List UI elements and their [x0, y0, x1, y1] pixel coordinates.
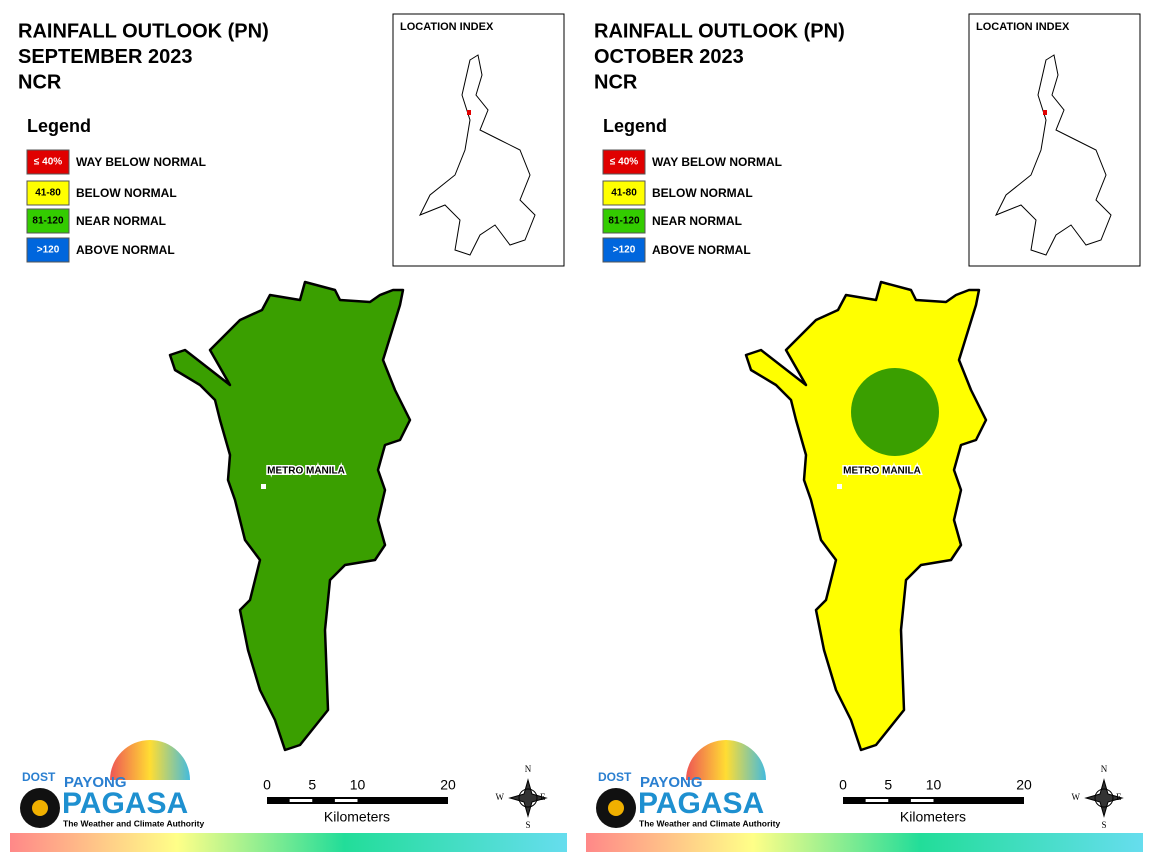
logo-brand: PAGASA: [638, 787, 764, 820]
logo-seal-inner: [608, 800, 624, 816]
location-index-title: LOCATION INDEX: [976, 21, 1070, 33]
legend-swatch: [26, 208, 70, 234]
legend-text: ABOVE NORMAL: [76, 243, 175, 257]
panel: RAINFALL OUTLOOK (PN) SEPTEMBER 2023 NCR Le…: [10, 13, 567, 852]
logo-brand-top: PAYONG: [64, 774, 127, 791]
logo-agency: DOST: [598, 770, 632, 784]
map-label: METRO MANILA: [267, 466, 345, 477]
logo-agency: DOST: [22, 770, 56, 784]
legend-swatch: [26, 149, 70, 175]
compass-letter: E: [540, 792, 546, 802]
logo-tagline: The Weather and Climate Authority: [63, 818, 204, 828]
legend-text: BELOW NORMAL: [76, 186, 177, 200]
scale-bar-gap: [289, 799, 313, 802]
scale-tick-label: 20: [1016, 777, 1032, 793]
scale-tick-label: 20: [440, 777, 456, 793]
scale-unit: Kilometers: [324, 809, 390, 825]
scale-unit: Kilometers: [900, 809, 966, 825]
ncr-region: [168, 280, 412, 752]
compass-letter: S: [1101, 820, 1106, 830]
legend-swatch-label: ≤ 40%: [610, 157, 638, 168]
legend-swatch-label: >120: [37, 245, 60, 256]
legend-swatch: [602, 237, 646, 263]
logo-umbrella: [686, 740, 766, 780]
title-line: RAINFALL OUTLOOK (PN): [18, 20, 269, 42]
legend-swatch-label: 41-80: [35, 188, 61, 199]
legend-swatch-label: >120: [613, 245, 636, 256]
legend-text: WAY BELOW NORMAL: [652, 155, 782, 169]
scale-tick-label: 10: [350, 777, 366, 793]
legend-text: NEAR NORMAL: [76, 214, 166, 228]
scale-tick-label: 5: [308, 777, 316, 793]
title-line: NCR: [18, 71, 62, 93]
scale-tick-label: 0: [263, 777, 271, 793]
legend-text: WAY BELOW NORMAL: [76, 155, 206, 169]
ncr-marker: [467, 110, 471, 115]
legend-swatch-label: 81-120: [608, 216, 640, 227]
compass-ring: [518, 788, 538, 808]
scale-bar-gap: [334, 799, 358, 802]
philippines-outline: [994, 54, 1112, 256]
scale-tick-label: 10: [926, 777, 942, 793]
legend-swatch: [602, 180, 646, 206]
legend-swatch: [26, 180, 70, 206]
legend-title: Legend: [27, 116, 91, 136]
title-line: RAINFALL OUTLOOK (PN): [594, 20, 845, 42]
color-band: [10, 833, 567, 852]
title-line: NCR: [594, 71, 638, 93]
logo-umbrella: [110, 740, 190, 780]
legend-title: Legend: [603, 116, 667, 136]
legend-text: BELOW NORMAL: [652, 186, 753, 200]
legend-text: ABOVE NORMAL: [652, 243, 751, 257]
logo-tagline: The Weather and Climate Authority: [639, 818, 780, 828]
scale-tick-label: 0: [839, 777, 847, 793]
legend-text: NEAR NORMAL: [652, 214, 742, 228]
philippines-outline: [418, 54, 536, 256]
legend-swatch: [26, 237, 70, 263]
color-band: [586, 833, 1143, 852]
location-index-title: LOCATION INDEX: [400, 21, 494, 33]
legend-swatch-label: 81-120: [32, 216, 64, 227]
title-line: SEPTEMBER 2023: [18, 46, 193, 68]
scale-bar-gap: [910, 799, 934, 802]
outlook-core: [851, 368, 939, 456]
logo-brand-top: PAYONG: [640, 774, 703, 791]
compass-ring: [1094, 788, 1114, 808]
legend-swatch-label: ≤ 40%: [34, 157, 62, 168]
legend-swatch: [602, 208, 646, 234]
legend-swatch-label: 41-80: [611, 188, 637, 199]
ncr-marker: [1043, 110, 1047, 115]
compass-letter: E: [1116, 792, 1122, 802]
logo-seal-inner: [32, 800, 48, 816]
city-marker: [261, 484, 266, 489]
map-label: METRO MANILA: [843, 466, 921, 477]
compass-letter: N: [1101, 764, 1108, 774]
legend-swatch: [602, 149, 646, 175]
compass-letter: N: [525, 764, 532, 774]
panel: RAINFALL OUTLOOK (PN) OCTOBER 2023 NCR Lege…: [586, 13, 1143, 852]
scale-bar-gap: [865, 799, 889, 802]
compass-letter: W: [496, 792, 505, 802]
logo-brand: PAGASA: [62, 787, 188, 820]
city-marker: [837, 484, 842, 489]
ncr-region: [744, 280, 988, 752]
compass-letter: W: [1072, 792, 1081, 802]
scale-tick-label: 5: [884, 777, 892, 793]
title-line: OCTOBER 2023: [594, 46, 744, 68]
compass-letter: S: [525, 820, 530, 830]
